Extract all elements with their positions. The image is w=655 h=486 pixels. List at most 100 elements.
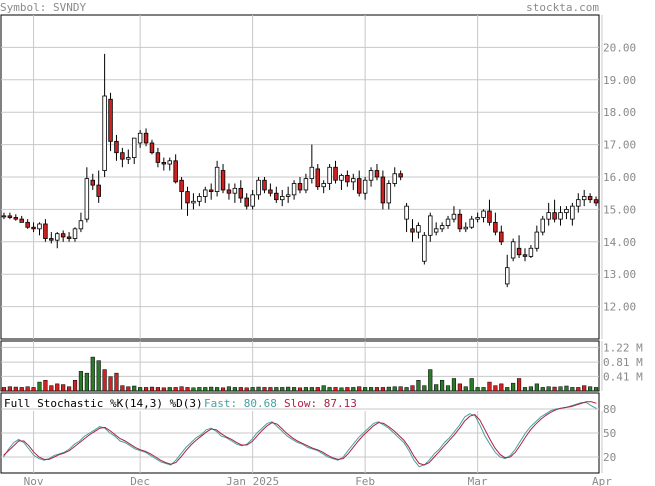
volume-bar bbox=[522, 387, 528, 392]
volume-bar bbox=[220, 387, 226, 392]
volume-bar bbox=[126, 386, 131, 392]
candle-body bbox=[208, 189, 214, 192]
volume-bar bbox=[303, 387, 309, 392]
volume-bar bbox=[191, 387, 196, 392]
volume-tick-label: 0.41 M bbox=[603, 370, 643, 383]
site-label: stockta.com bbox=[526, 1, 599, 14]
candle-body bbox=[499, 231, 504, 243]
candle-body bbox=[528, 247, 534, 257]
volume-bar bbox=[516, 378, 522, 392]
volume-bar bbox=[493, 385, 498, 392]
volume-bar bbox=[333, 387, 338, 392]
candle-body bbox=[315, 168, 320, 188]
candle-body bbox=[368, 170, 374, 181]
volume-bar bbox=[428, 369, 433, 392]
volume-bar bbox=[262, 387, 267, 392]
x-tick-label: Dec bbox=[130, 475, 150, 486]
volume-bar bbox=[570, 387, 575, 392]
volume-bar bbox=[61, 384, 66, 392]
volume-bar bbox=[209, 386, 214, 392]
candle-body bbox=[581, 196, 587, 201]
price-tick-label: 15.00 bbox=[603, 203, 636, 216]
volume-bar bbox=[96, 360, 101, 392]
volume-bar bbox=[280, 387, 285, 392]
price-tick-label: 19.00 bbox=[603, 74, 636, 87]
volume-bar bbox=[291, 387, 297, 392]
candle-body bbox=[386, 183, 392, 204]
stochastic-title: Full Stochastic %K(14,3) %D(3) bbox=[4, 397, 203, 410]
volume-bar bbox=[540, 387, 545, 392]
candle-body bbox=[428, 215, 433, 236]
stochastic-tick-label: 80 bbox=[603, 403, 616, 416]
volume-bar bbox=[463, 386, 468, 392]
volume-bar bbox=[120, 385, 125, 392]
candle-body bbox=[84, 178, 90, 220]
candle-body bbox=[351, 178, 356, 183]
volume-bar bbox=[72, 380, 78, 392]
stochastic-slow-line bbox=[3, 401, 597, 466]
volume-tick-label: 0.81 M bbox=[603, 356, 643, 369]
volume-bar bbox=[297, 387, 303, 392]
candle-body bbox=[546, 212, 551, 220]
volume-bar bbox=[534, 383, 539, 392]
volume-bar bbox=[469, 378, 474, 392]
volume-bar bbox=[528, 386, 533, 392]
volume-bar bbox=[286, 386, 291, 392]
candle-body bbox=[463, 226, 469, 230]
volume-bar bbox=[451, 378, 457, 392]
volume-bar bbox=[90, 356, 95, 392]
volume-bar bbox=[161, 387, 166, 392]
x-tick-label: Jan 2025 bbox=[226, 475, 279, 486]
volume-bar bbox=[43, 380, 48, 392]
volume-bar bbox=[143, 387, 149, 392]
candle-body bbox=[7, 215, 13, 218]
candle-body bbox=[108, 98, 113, 142]
x-tick-label: Mar bbox=[468, 475, 488, 486]
volume-bar bbox=[268, 387, 273, 392]
candle-body bbox=[475, 217, 480, 220]
volume-bar bbox=[25, 386, 30, 392]
candle-body bbox=[487, 210, 492, 223]
volume-bar bbox=[392, 386, 397, 392]
volume-bar bbox=[380, 387, 385, 392]
volume-bar bbox=[78, 371, 84, 392]
volume-bar bbox=[173, 387, 178, 392]
candle-body bbox=[327, 166, 332, 184]
candle-body bbox=[19, 218, 24, 223]
volume-bar bbox=[327, 387, 332, 392]
volume-bar bbox=[55, 383, 60, 392]
candle-body bbox=[262, 179, 267, 191]
candle-body bbox=[398, 173, 403, 178]
volume-bar bbox=[155, 387, 160, 392]
price-panel: 20.00 19.00 18.00 17.00 16.00 15.00 14.00 13.00… bbox=[0, 14, 636, 340]
volume-bar bbox=[351, 387, 356, 392]
candle-body bbox=[126, 157, 131, 160]
candle-body bbox=[226, 189, 232, 194]
volume-bar bbox=[410, 385, 415, 392]
candle-body bbox=[416, 225, 421, 233]
candle-body bbox=[60, 233, 66, 238]
candle-body bbox=[214, 166, 220, 192]
candle-body bbox=[274, 192, 279, 201]
volume-bar bbox=[232, 387, 237, 392]
volume-bar bbox=[244, 387, 249, 392]
candle-body bbox=[570, 205, 575, 220]
volume-bar bbox=[185, 387, 190, 392]
candle-body bbox=[522, 254, 528, 257]
x-tick-label: Apr bbox=[592, 475, 612, 486]
candle-body bbox=[380, 176, 386, 204]
candle-body bbox=[238, 187, 244, 199]
candle-body bbox=[232, 187, 238, 194]
candle-body bbox=[78, 220, 84, 230]
candle-body bbox=[516, 247, 522, 256]
volume-bar bbox=[7, 386, 12, 392]
candle-body bbox=[66, 236, 72, 239]
volume-bar bbox=[558, 386, 563, 392]
candle-body bbox=[433, 228, 439, 233]
volume-bar bbox=[457, 383, 462, 392]
stochastic-tick-label: 50 bbox=[603, 427, 616, 440]
candle-body bbox=[321, 183, 326, 188]
volume-bar bbox=[440, 380, 445, 392]
